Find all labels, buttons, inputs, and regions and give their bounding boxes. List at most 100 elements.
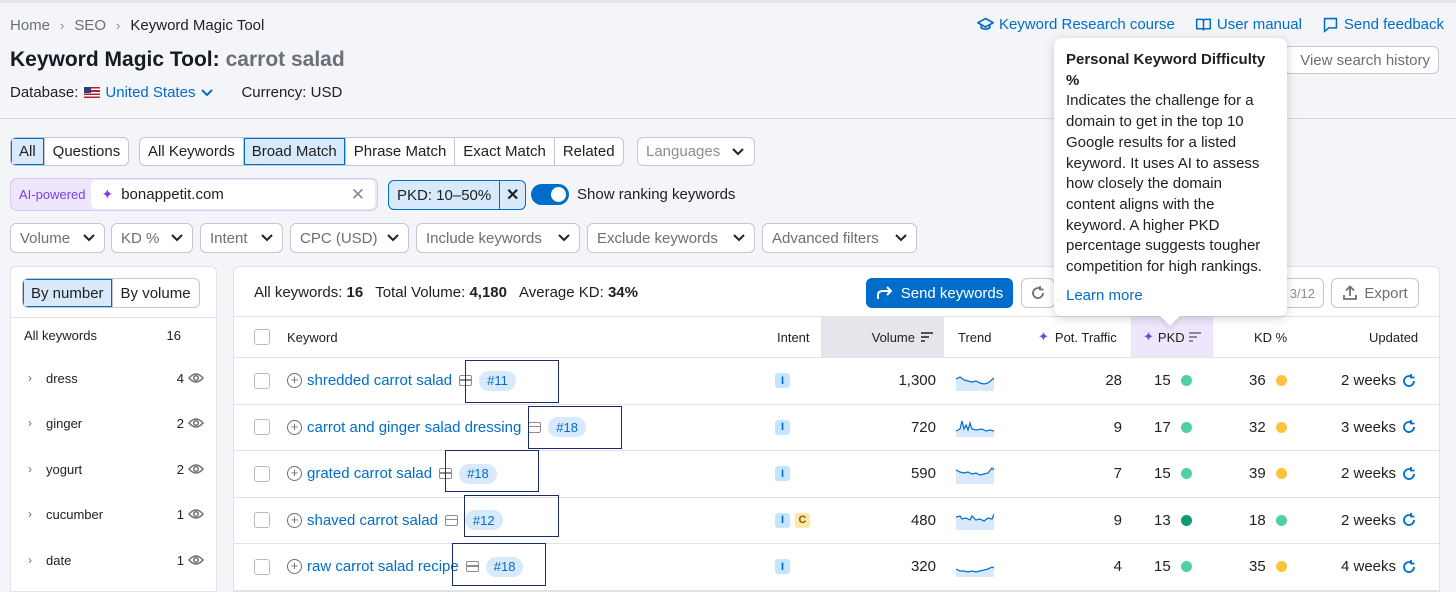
header-keyword[interactable]: Keyword (287, 329, 338, 345)
plus-circle-icon[interactable]: + (287, 512, 302, 528)
group-name: ginger (46, 415, 83, 431)
pkd-cell: 15 (1154, 544, 1192, 590)
serp-icon[interactable] (444, 514, 458, 526)
group-item[interactable]: › cucumber 1 (11, 502, 216, 526)
domain-input[interactable]: ✦ bonappetit.com ✕ (91, 180, 375, 209)
row-checkbox[interactable] (254, 512, 270, 529)
breadcrumb: Home › SEO › Keyword Magic Tool (10, 17, 264, 34)
header-intent[interactable]: Intent (777, 329, 810, 345)
by-volume-button[interactable]: By volume (120, 284, 191, 302)
plus-circle-icon[interactable]: + (287, 373, 302, 389)
chevron-right-icon[interactable]: › (28, 462, 32, 476)
update-icon[interactable] (1401, 466, 1417, 482)
send-feedback-link[interactable]: Send feedback (1322, 16, 1444, 33)
row-checkbox[interactable] (254, 372, 270, 389)
languages-select[interactable]: Languages (637, 137, 755, 166)
update-icon[interactable] (1401, 559, 1417, 575)
tab-broad-match[interactable]: Broad Match (243, 138, 346, 165)
sort-icon[interactable] (1188, 332, 1202, 342)
eye-icon[interactable] (188, 417, 204, 429)
header-volume[interactable]: Volume (821, 317, 944, 357)
sort-icon[interactable] (920, 332, 934, 342)
tab-phrase-match[interactable]: Phrase Match (346, 138, 456, 165)
all-keywords-group[interactable]: All keywords 16 (11, 317, 216, 352)
volume-filter[interactable]: Volume (10, 223, 105, 253)
keyword-link[interactable]: carrot and ginger salad dressing (307, 418, 522, 436)
include-keywords-filter[interactable]: Include keywords (416, 223, 580, 253)
kd-cell: 35 (1249, 544, 1287, 590)
tab-all[interactable]: All (11, 138, 45, 165)
chevron-down-icon[interactable] (201, 86, 214, 100)
show-ranking-toggle[interactable] (531, 184, 569, 205)
table-row: + grated carrot salad #18 I 590 7 15 39 … (234, 451, 1439, 498)
table-row: + shaved carrot salad #12 I C 480 9 13 1… (234, 498, 1439, 544)
user-manual-link[interactable]: User manual (1195, 16, 1302, 33)
updated-cell: 2 weeks (1341, 451, 1417, 497)
chevron-right-icon[interactable]: › (28, 371, 32, 385)
export-button[interactable]: Export (1331, 278, 1419, 308)
tab-related[interactable]: Related (562, 143, 615, 160)
advanced-filters[interactable]: Advanced filters (762, 223, 917, 253)
keyword-research-course-link[interactable]: Keyword Research course (976, 16, 1175, 33)
updated-value: 2 weeks (1341, 372, 1397, 390)
tab-questions[interactable]: Questions (52, 143, 121, 160)
header-updated[interactable]: Updated (1369, 329, 1419, 345)
group-item[interactable]: › date 1 (11, 548, 216, 572)
chevron-right-icon[interactable]: › (28, 553, 32, 567)
breadcrumb-seo[interactable]: SEO (74, 17, 107, 34)
keyword-link[interactable]: grated carrot salad (307, 465, 433, 483)
chevron-right-icon[interactable]: › (28, 507, 32, 521)
tab-all-keywords[interactable]: All Keywords (140, 138, 244, 165)
learn-more-link[interactable]: Learn more (1066, 286, 1143, 304)
close-icon[interactable]: ✕ (350, 184, 365, 204)
view-search-history-button[interactable]: View search history (1284, 46, 1439, 74)
pkd-filter-chip[interactable]: PKD: 10–50% ✕ (388, 180, 527, 210)
plus-circle-icon[interactable]: + (287, 419, 302, 435)
update-icon[interactable] (1401, 419, 1417, 435)
database-country-select[interactable]: United States (105, 84, 196, 101)
position-badge: #12 (464, 510, 503, 531)
eye-icon[interactable] (188, 372, 204, 384)
intent-filter[interactable]: Intent (200, 223, 283, 253)
header-pkd[interactable]: ✦ PKD (1131, 317, 1213, 357)
refresh-button[interactable] (1021, 278, 1055, 308)
pkd-dot (1180, 561, 1192, 573)
by-number-button[interactable]: By number (23, 279, 113, 307)
chevron-right-icon[interactable]: › (28, 416, 32, 430)
serp-icon[interactable] (465, 561, 479, 573)
send-keywords-button[interactable]: Send keywords (866, 278, 1013, 308)
group-sort-toggle: By number By volume (22, 278, 200, 308)
update-icon[interactable] (1401, 512, 1417, 528)
group-name: dress (46, 370, 78, 386)
row-checkbox[interactable] (254, 558, 270, 575)
header-kd[interactable]: KD % (1254, 329, 1288, 345)
group-item[interactable]: › dress 4 (11, 366, 216, 390)
kd-cell: 39 (1249, 451, 1287, 497)
plus-circle-icon[interactable]: + (287, 466, 302, 482)
update-icon[interactable] (1401, 373, 1417, 389)
row-checkbox[interactable] (254, 465, 270, 482)
close-icon[interactable]: ✕ (499, 181, 525, 209)
group-item[interactable]: › ginger 2 (11, 411, 216, 435)
tab-exact-match[interactable]: Exact Match (455, 138, 555, 165)
position-badge: #18 (485, 556, 524, 577)
breadcrumb-home[interactable]: Home (10, 17, 51, 34)
eye-icon[interactable] (188, 463, 204, 475)
group-item[interactable]: › yogurt 2 (11, 457, 216, 481)
stat-value: 34% (607, 284, 638, 301)
exclude-keywords-filter[interactable]: Exclude keywords (587, 223, 755, 253)
header-pot-traffic[interactable]: ✦ Pot. Traffic (1038, 317, 1117, 357)
cpc-filter[interactable]: CPC (USD) (290, 223, 409, 253)
kd-filter[interactable]: KD % (111, 223, 193, 253)
keyword-link[interactable]: raw carrot salad recipe (307, 558, 459, 576)
keyword-link[interactable]: shaved carrot salad (307, 511, 438, 529)
select-all-checkbox[interactable] (254, 329, 270, 345)
stat-label: Average KD: (519, 284, 604, 301)
plus-circle-icon[interactable]: + (287, 559, 302, 575)
eye-icon[interactable] (188, 508, 204, 520)
kd-value: 39 (1249, 465, 1266, 483)
book-icon (1195, 18, 1211, 31)
eye-icon[interactable] (188, 554, 204, 566)
keyword-link[interactable]: shredded carrot salad (307, 372, 453, 390)
row-checkbox[interactable] (254, 419, 270, 436)
